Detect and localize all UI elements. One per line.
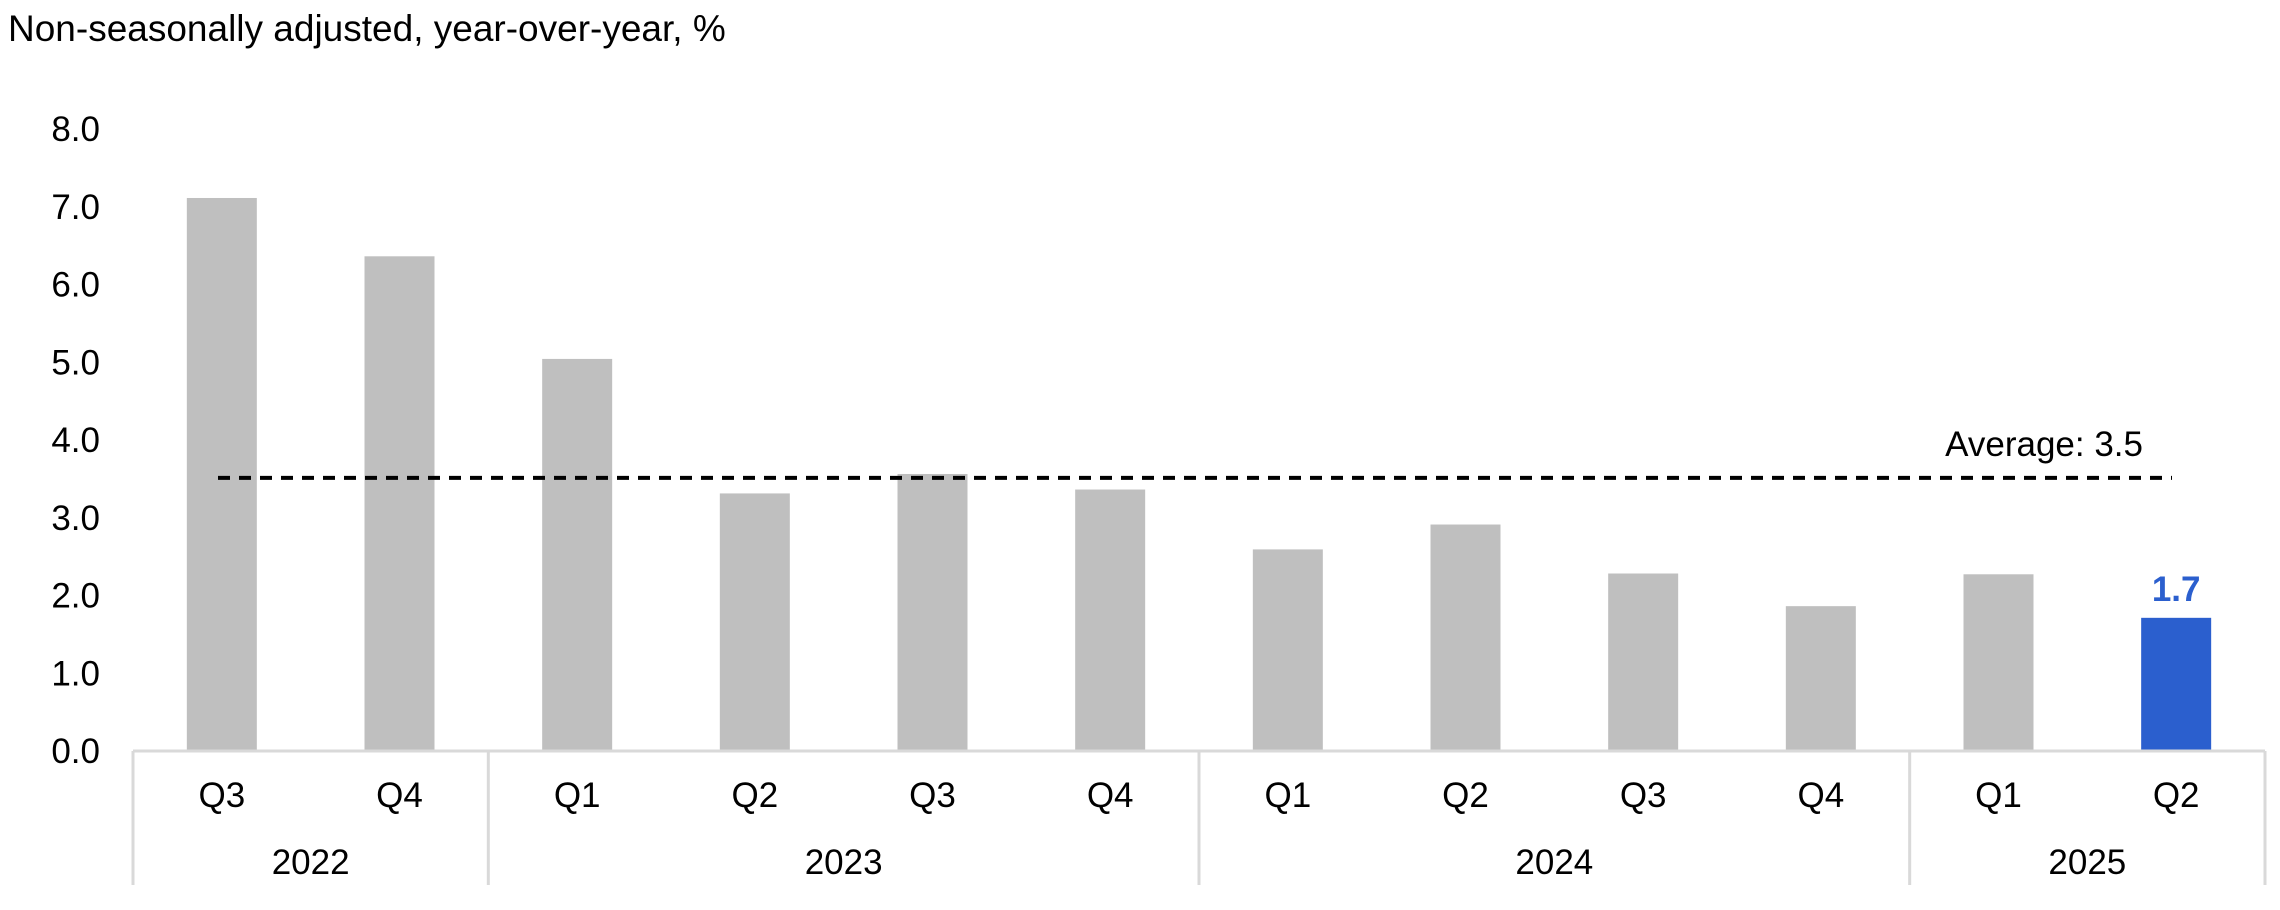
average-label: Average: 3.5 (1945, 425, 2143, 464)
x-tick-label: Q1 (1975, 776, 2022, 815)
x-tick-label: Q4 (376, 776, 423, 815)
bar (1430, 524, 1501, 750)
highlighted-bar (2141, 617, 2212, 750)
y-tick-label: 1.0 (51, 654, 100, 693)
year-label: 2023 (805, 843, 883, 882)
bar (1075, 489, 1146, 750)
data-label: 1.7 (2152, 570, 2201, 609)
year-label: 2022 (272, 843, 350, 882)
y-axis: 0.0 1.0 2.0 3.0 4.0 5.0 6.0 7.0 8.0 (51, 110, 100, 771)
y-tick-label: 4.0 (51, 421, 100, 460)
bar (897, 473, 968, 750)
x-tick-label: Q2 (731, 776, 778, 815)
x-tick-label: Q3 (1620, 776, 1667, 815)
average-line-group: Average: 3.5 (218, 425, 2172, 480)
x-tick-label: Q4 (1087, 776, 1134, 815)
bar (364, 256, 435, 750)
chart-title: Non-seasonally adjusted, year-over-year,… (8, 8, 726, 49)
year-label: 2024 (1515, 843, 1593, 882)
y-tick-label: 8.0 (51, 110, 100, 149)
y-tick-label: 5.0 (51, 343, 100, 382)
x-tick-label: Q2 (2153, 776, 2200, 815)
bar (1963, 574, 2034, 750)
x-tick-label: Q1 (1264, 776, 1311, 815)
y-tick-label: 0.0 (51, 732, 100, 771)
x-tick-label: Q3 (198, 776, 245, 815)
bar (186, 197, 257, 751)
x-tick-label: Q2 (1442, 776, 1489, 815)
y-tick-label: 3.0 (51, 499, 100, 538)
x-tick-label: Q1 (554, 776, 601, 815)
bar (1252, 549, 1323, 750)
bar (1608, 573, 1679, 750)
y-tick-label: 2.0 (51, 577, 100, 616)
bar (542, 358, 613, 750)
year-label: 2025 (2048, 843, 2126, 882)
bar (1785, 606, 1856, 750)
x-tick-label: Q3 (909, 776, 956, 815)
x-tick-label: Q4 (1797, 776, 1844, 815)
y-tick-label: 6.0 (51, 266, 100, 305)
y-tick-label: 7.0 (51, 188, 100, 227)
x-axis: Q3 Q4 Q1 Q2 Q3 Q4 Q1 Q2 Q3 Q4 Q1 Q2 2022 2023 2024 2025 (131, 749, 2267, 885)
bar (719, 493, 790, 750)
bars: 1.7 (186, 197, 2212, 751)
